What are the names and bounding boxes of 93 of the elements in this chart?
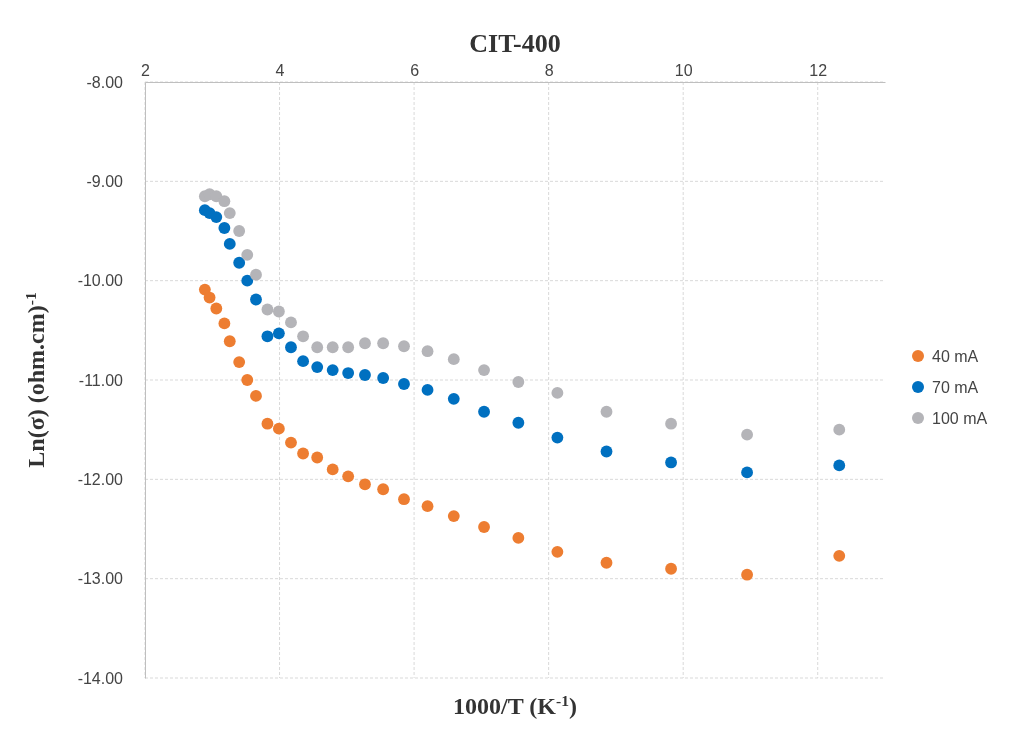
point (210, 302, 223, 315)
point (233, 356, 246, 369)
point (203, 291, 216, 304)
point (241, 248, 254, 261)
chart-title: CIT-400 (469, 29, 561, 58)
point (210, 211, 223, 223)
point (512, 532, 525, 544)
point (665, 456, 677, 469)
point (833, 423, 846, 436)
point (241, 374, 254, 386)
point (311, 451, 324, 464)
point (326, 364, 339, 376)
legend-label: 40 mA (932, 348, 979, 365)
point (600, 556, 613, 569)
point (311, 361, 324, 373)
point (398, 493, 410, 506)
point (421, 500, 434, 513)
point (233, 225, 246, 237)
point (478, 521, 490, 533)
point (297, 355, 310, 368)
point (223, 238, 236, 250)
point (421, 384, 434, 396)
y-tick-label: -11.00 (78, 371, 124, 389)
point (285, 341, 297, 354)
point (272, 305, 285, 318)
y-tick-label: -14.00 (77, 669, 124, 687)
point (665, 562, 677, 575)
point (741, 466, 754, 479)
point (377, 372, 390, 384)
point (241, 274, 254, 287)
point (326, 463, 339, 476)
y-tick-label: -12.00 (77, 470, 124, 488)
point (250, 389, 262, 402)
point (741, 568, 754, 581)
point (342, 367, 355, 379)
point (833, 459, 846, 472)
x-tick-label: 4 (275, 62, 285, 79)
point (250, 293, 262, 306)
point (478, 405, 490, 418)
point (551, 387, 564, 399)
point (218, 195, 231, 208)
point (261, 330, 274, 343)
point (398, 378, 410, 390)
point (250, 268, 262, 281)
point (833, 549, 846, 562)
legend-label: 100 mA (932, 410, 988, 427)
point (512, 416, 525, 429)
x-tick-label: 6 (410, 62, 420, 79)
point (447, 510, 460, 522)
point (741, 428, 754, 441)
point (233, 256, 246, 269)
point (272, 422, 285, 435)
point (223, 335, 236, 348)
x-tick-label: 2 (141, 62, 151, 79)
point (261, 417, 274, 430)
point (326, 341, 339, 354)
point (218, 317, 231, 330)
point (478, 364, 490, 376)
point (223, 207, 236, 220)
point (398, 340, 410, 353)
point (297, 447, 310, 460)
point (600, 405, 613, 418)
x-tick-label: 8 (544, 62, 554, 79)
x-axis-title: 1000/T (K$^{-1}$) (453, 691, 577, 719)
point (297, 330, 310, 343)
point (342, 470, 355, 483)
point (421, 345, 434, 358)
x-tick-label: 12 (809, 62, 828, 79)
point (551, 431, 564, 444)
point (600, 445, 613, 458)
point (447, 392, 460, 405)
point (218, 222, 231, 234)
x-tick-label: 10 (674, 62, 693, 79)
point (311, 341, 324, 354)
point (261, 303, 274, 316)
point (551, 545, 564, 558)
point (377, 483, 390, 496)
point (665, 417, 677, 430)
point (512, 376, 525, 388)
point (447, 353, 460, 366)
y-tick-label: -9.00 (86, 172, 124, 190)
point (285, 436, 297, 449)
point (359, 369, 371, 381)
point (359, 337, 371, 350)
point (377, 337, 390, 350)
y-tick-label: -10.00 (77, 272, 124, 290)
point (342, 341, 355, 354)
y-tick-label: -8.00 (86, 73, 124, 91)
point (359, 478, 371, 491)
point (272, 327, 285, 340)
point (285, 316, 297, 329)
y-tick-label: -13.00 (77, 570, 124, 588)
legend-label: 70 mA (932, 379, 979, 396)
